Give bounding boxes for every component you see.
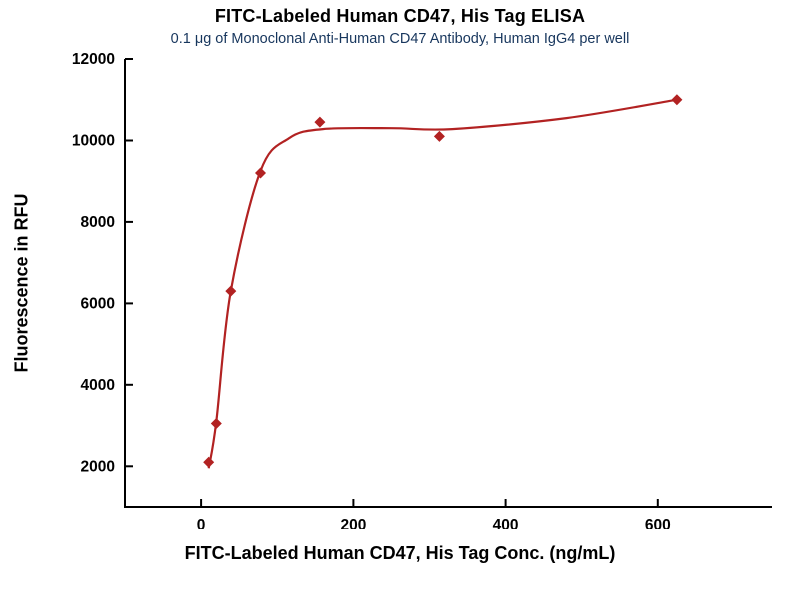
y-tick-label: 10000 bbox=[72, 133, 115, 150]
chart-title: FITC-Labeled Human CD47, His Tag ELISA bbox=[214, 6, 586, 26]
x-axis-label: FITC-Labeled Human CD47, His Tag Conc. (… bbox=[184, 543, 616, 563]
x-tick-label: 400 bbox=[493, 517, 519, 529]
data-point-diamond bbox=[225, 285, 237, 297]
data-point-diamond bbox=[210, 418, 222, 429]
x-tick-label: 200 bbox=[340, 517, 366, 529]
y-tick-label: 2000 bbox=[81, 458, 115, 475]
y-tick-label: 12000 bbox=[72, 51, 115, 68]
y-tick-label: 8000 bbox=[81, 214, 115, 231]
data-point-diamond bbox=[433, 130, 445, 142]
y-tick-label: 4000 bbox=[81, 377, 115, 394]
y-tick-label: 6000 bbox=[81, 295, 115, 312]
data-point-diamond bbox=[671, 94, 683, 106]
data-point-diamond bbox=[314, 116, 326, 128]
x-tick-label: 0 bbox=[197, 517, 206, 529]
x-tick-label: 600 bbox=[645, 517, 671, 529]
plot-area: 2000 4000 6000 8000 10000 12000 0 200 400 600 bbox=[72, 51, 772, 534]
data-point-diamond bbox=[255, 167, 266, 179]
plot-wrapper: Fluorescence in RFU 2000 4000 6000 8000 1000… bbox=[0, 49, 800, 534]
data-point-diamond bbox=[203, 456, 215, 468]
y-axis-label: Fluorescence in RFU bbox=[11, 193, 32, 373]
fit-curve bbox=[207, 98, 678, 469]
chart-subtitle: 0.1 μg of Monoclonal Anti-Human CD47 Ant… bbox=[170, 31, 630, 47]
